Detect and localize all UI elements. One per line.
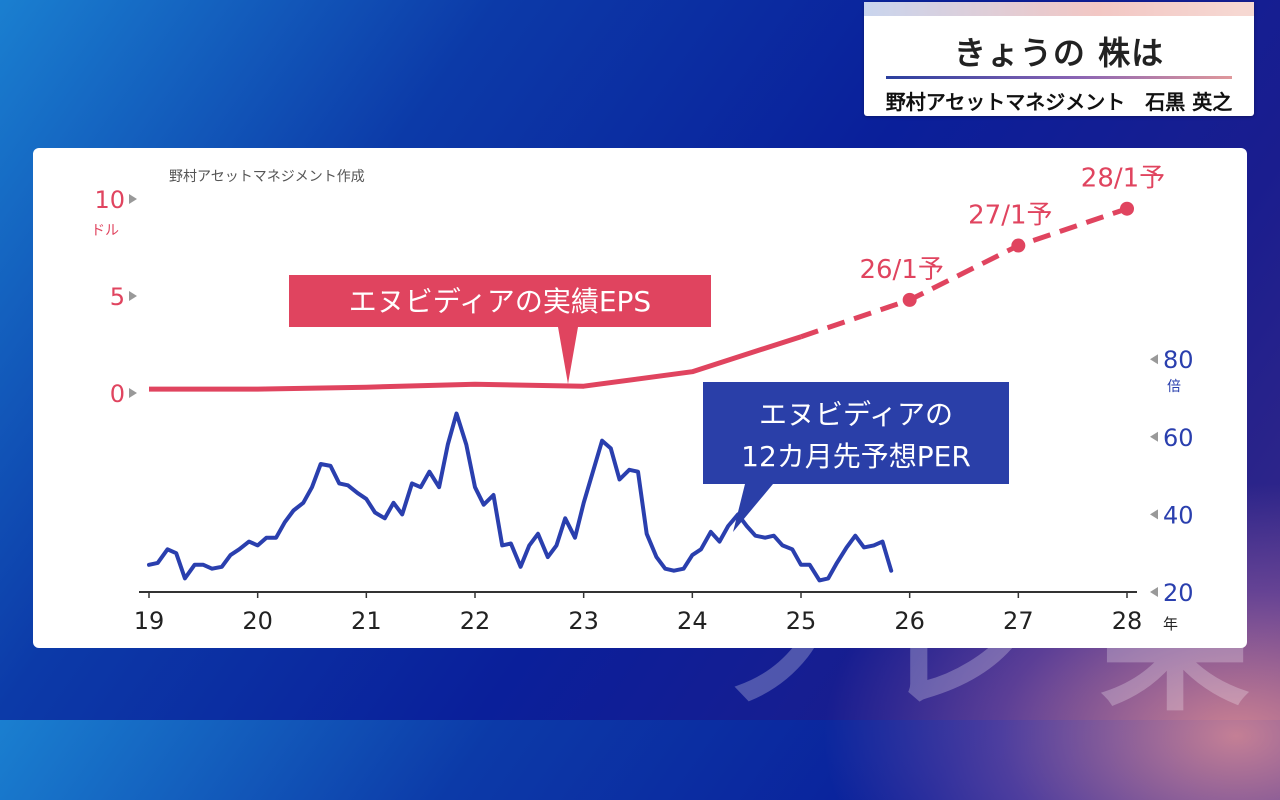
program-title: きょうの 株は — [953, 34, 1165, 72]
chart-panel: エヌビディアの実績EPS エヌビディアの 12カ月先予想PER 野村アセットマネジメ… — [33, 148, 1247, 648]
eps-callout-label: エヌビディアの実績EPS — [349, 285, 651, 318]
x-tick-label: 28 — [1112, 607, 1143, 635]
right-unit-label: 倍 — [1167, 379, 1181, 395]
right-tick-marker — [1150, 509, 1158, 520]
eps-forecast-label: 26/1予 — [859, 255, 943, 285]
left-tick-marker — [129, 291, 137, 301]
left-unit-label: ドル — [91, 223, 119, 239]
right-tick-label: 40 — [1163, 501, 1194, 529]
x-tick-label: 27 — [1003, 607, 1034, 635]
eps-forecast-line — [800, 206, 1128, 340]
per-callout-box — [703, 382, 1009, 532]
left-tick-label: 10 — [94, 186, 125, 214]
x-tick-label: 19 — [134, 607, 165, 635]
eps-forecast-point — [1011, 238, 1026, 253]
x-tick-label: 26 — [894, 607, 925, 635]
x-unit-label: 年 — [1163, 615, 1178, 633]
eps-forecast-point — [902, 292, 917, 307]
right-tick-label: 20 — [1163, 579, 1194, 607]
left-tick-marker — [129, 388, 137, 398]
right-tick-label: 80 — [1163, 346, 1194, 374]
eps-actual-line — [149, 334, 802, 392]
title-divider — [886, 76, 1232, 79]
axis-layer — [129, 194, 1158, 598]
eps-forecast-label: 27/1予 — [968, 201, 1052, 231]
right-tick-marker — [1150, 431, 1158, 442]
label-layer: 野村アセットマネジメント作成 19 20 21 22 23 24 25 26 27 28 年 0 5 10 ド… — [91, 164, 1194, 635]
left-tick-label: 5 — [110, 283, 125, 311]
per-callout-label-line2: 12カ月先予想PER — [741, 440, 971, 473]
callout-layer: エヌビディアの実績EPS エヌビディアの 12カ月先予想PER — [289, 275, 1009, 532]
title-card-topbar — [864, 2, 1254, 16]
right-tick-marker — [1150, 354, 1158, 365]
x-tick-label: 25 — [786, 607, 817, 635]
x-tick-label: 20 — [242, 607, 273, 635]
series-layer — [147, 201, 1134, 583]
right-tick-label: 60 — [1163, 424, 1194, 452]
left-tick-label: 0 — [110, 380, 125, 408]
x-tick-label: 22 — [460, 607, 491, 635]
x-tick-label: 21 — [351, 607, 382, 635]
per-callout-label-line1: エヌビディアの — [759, 398, 953, 431]
eps-forecast-point — [1120, 201, 1134, 216]
guest-name: 野村アセットマネジメント 石黒 英之 — [885, 90, 1233, 114]
eps-callout-box — [289, 275, 711, 384]
left-tick-marker — [129, 194, 137, 204]
eps-forecast-label: 28/1予 — [1081, 164, 1165, 194]
program-title-card: きょうの 株は 野村アセットマネジメント 石黒 英之 — [864, 2, 1254, 116]
x-tick-label: 23 — [568, 607, 599, 635]
right-tick-marker — [1150, 587, 1158, 597]
x-tick-label: 24 — [677, 607, 708, 635]
source-note: 野村アセットマネジメント作成 — [169, 169, 365, 185]
per-line — [147, 411, 894, 583]
eps-per-chart: エヌビディアの実績EPS エヌビディアの 12カ月先予想PER 野村アセットマネジメ… — [91, 164, 1194, 635]
